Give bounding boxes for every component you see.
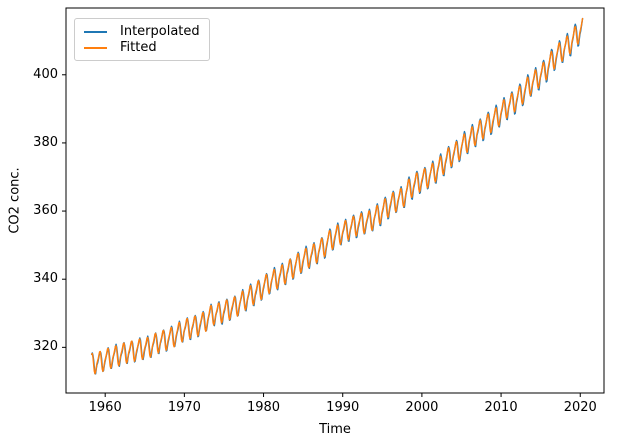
x-tick-label: 1960 bbox=[88, 400, 122, 415]
legend: Interpolated Fitted bbox=[74, 18, 210, 61]
y-axis-title: CO2 conc. bbox=[7, 166, 23, 234]
x-tick-label: 2020 bbox=[563, 400, 597, 415]
interpolated-line-swatch bbox=[84, 31, 107, 33]
y-tick-label: 380 bbox=[33, 134, 58, 150]
x-tick-label: 1970 bbox=[167, 400, 201, 415]
x-axis-title: Time bbox=[319, 422, 351, 437]
fitted-line-swatch bbox=[84, 47, 107, 49]
series-interpolated-line bbox=[90, 17, 584, 375]
y-tick-label: 340 bbox=[33, 271, 58, 287]
x-tick-label: 1990 bbox=[326, 400, 360, 415]
x-tick-label: 1980 bbox=[246, 400, 281, 415]
legend-item-interpolated: Interpolated bbox=[84, 24, 200, 40]
x-tick-label: 2010 bbox=[484, 400, 518, 415]
series-fitted-line bbox=[90, 17, 584, 375]
axes-spines bbox=[65, 7, 605, 394]
y-tick-label: 400 bbox=[33, 66, 58, 82]
legend-label-fitted: Fitted bbox=[120, 40, 157, 55]
y-tick-label: 320 bbox=[33, 339, 58, 355]
x-tick-label: 2000 bbox=[405, 400, 439, 415]
legend-label-interpolated: Interpolated bbox=[120, 24, 200, 39]
y-tick-label: 360 bbox=[33, 203, 58, 219]
legend-item-fitted: Fitted bbox=[84, 40, 200, 56]
